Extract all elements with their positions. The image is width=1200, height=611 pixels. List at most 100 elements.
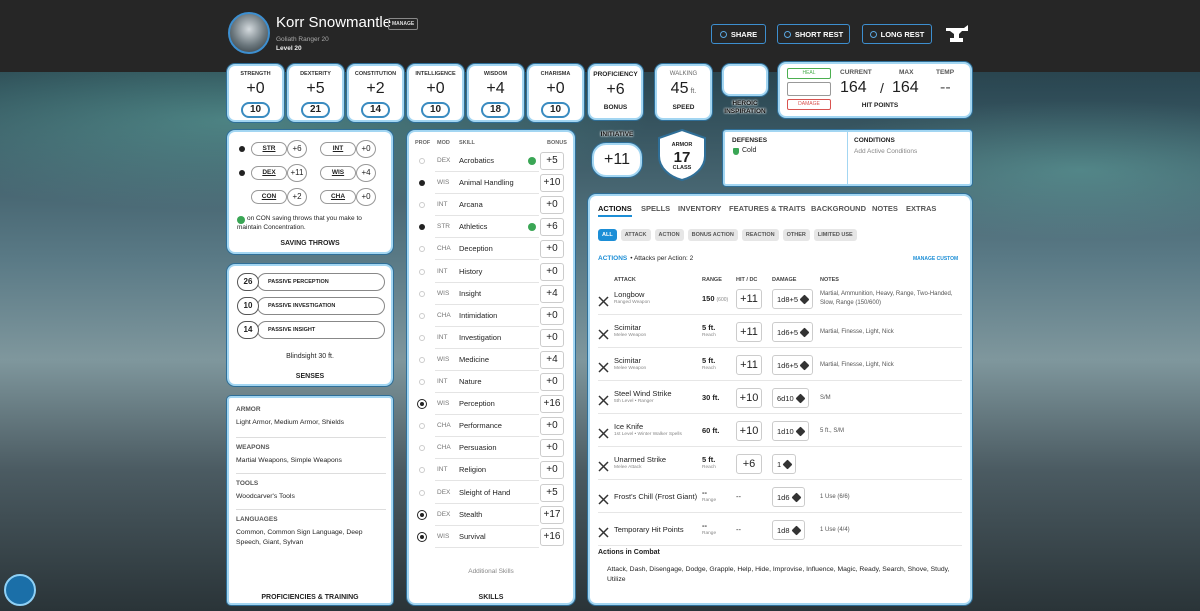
filter[interactable]: ATTACK [620, 229, 651, 241]
skill-bonus[interactable]: +4 [540, 350, 564, 369]
prof-expert-dot [420, 512, 424, 517]
action-damage[interactable]: 1d10 [772, 421, 809, 441]
skill-name: History [459, 266, 483, 276]
character-level: Level 20 [276, 45, 302, 52]
conditions-placeholder[interactable]: Add Active Conditions [854, 148, 918, 155]
additional-skills[interactable]: Additional Skills [468, 568, 514, 575]
skill-mod: CHA [437, 311, 451, 319]
skill-bonus[interactable]: +0 [540, 439, 564, 458]
action-range-row: 5 ft. [702, 455, 715, 464]
header-button[interactable]: SHARE [711, 24, 766, 44]
divider [598, 413, 962, 414]
filter[interactable]: ALL [598, 229, 617, 241]
skill-bonus[interactable]: +0 [540, 417, 564, 436]
action-name[interactable]: Frost's Chill (Frost Giant) [614, 492, 698, 501]
filter[interactable]: REACTION [741, 229, 779, 241]
heal-button[interactable]: HEAL [787, 68, 831, 79]
tab[interactable]: NOTES [872, 204, 898, 213]
tab[interactable]: EXTRAS [906, 204, 937, 213]
action-name[interactable]: Temporary Hit Points [614, 525, 684, 534]
action-name[interactable]: Steel Wind Strike [614, 389, 672, 398]
action-hit[interactable]: +10 [736, 388, 762, 408]
action-name[interactable]: Longbow [614, 290, 645, 299]
defenses-label: DEFENSES [732, 137, 768, 144]
skill-bonus[interactable]: +0 [540, 461, 564, 480]
damage-button[interactable]: DAMAGE [787, 99, 831, 110]
settings-icon[interactable] [944, 22, 970, 44]
skill-mod: INT [437, 378, 448, 385]
tab[interactable]: ACTIONS [598, 204, 632, 217]
filter[interactable]: ACTION [654, 229, 684, 241]
action-name[interactable]: Scimitar [614, 356, 642, 365]
damage-type-icon [782, 459, 793, 469]
action-damage[interactable]: 1d8 [772, 520, 805, 540]
action-name[interactable]: Ice Knife [614, 422, 644, 431]
action-name[interactable]: Scimitar [614, 323, 642, 332]
action-icon [598, 426, 609, 439]
tab[interactable]: INVENTORY [678, 204, 722, 213]
skill-name: Investigation [459, 332, 502, 342]
action-hit[interactable]: +6 [736, 454, 762, 474]
action-hit[interactable]: +10 [736, 421, 762, 441]
proficiency-text: Light Armor, Medium Armor, Shields [236, 419, 345, 426]
tab[interactable]: SPELLS [641, 204, 671, 213]
ability-box: CONSTITUTION +2 14 [347, 64, 404, 122]
skill-bonus[interactable]: +6 [540, 218, 564, 237]
tab[interactable]: FEATURES & TRAITS [729, 204, 806, 213]
dice-button[interactable] [4, 574, 36, 606]
ability-name: WISDOM [483, 71, 508, 77]
skill-bonus[interactable]: +0 [540, 196, 564, 215]
action-range-sub: Range [702, 531, 717, 536]
divider [435, 259, 539, 261]
action-damage[interactable]: 1d6+5 [772, 355, 814, 375]
action-hit[interactable]: +11 [736, 322, 762, 342]
ability-box: INTELLIGENCE +0 10 [407, 64, 464, 122]
hp-input[interactable] [787, 82, 831, 96]
skill-bonus[interactable]: +16 [540, 527, 564, 546]
button-label: SHARE [730, 29, 758, 39]
action-hit[interactable]: +11 [736, 289, 762, 309]
defense-item: Cold [742, 147, 757, 154]
manage-button[interactable]: MANAGE [388, 18, 419, 30]
action-hit[interactable]: +11 [736, 355, 762, 375]
action-name[interactable]: Unarmed Strike [614, 455, 667, 464]
skill-bonus[interactable]: +0 [540, 328, 564, 347]
skill-bonus[interactable]: +5 [540, 483, 564, 502]
manage-custom[interactable]: MANAGE CUSTOM [913, 256, 959, 262]
skill-bonus[interactable]: +17 [540, 505, 564, 524]
save-bonus: +11 [287, 164, 307, 182]
header-button[interactable]: LONG REST [862, 24, 932, 44]
filter[interactable]: LIMITED USE [813, 229, 857, 241]
inspiration-toggle[interactable] [722, 64, 768, 96]
skill-bonus[interactable]: +0 [540, 240, 564, 259]
prof-empty [419, 379, 425, 385]
skill-bonus[interactable]: +10 [540, 174, 564, 193]
action-damage[interactable]: 1d8+5 [772, 289, 814, 309]
filter[interactable]: OTHER [782, 229, 810, 241]
shield-shape [658, 128, 706, 182]
filter[interactable]: BONUS ACTION [687, 229, 738, 241]
divider [598, 545, 962, 546]
saving-throws-panel: STR +6 DEX +11 CON +2 INT +0 WIS +4 CHA +0 on CON sa… [227, 130, 393, 254]
damage-text: 1 [777, 459, 782, 469]
skill-bonus[interactable]: +16 [540, 395, 564, 414]
tab[interactable]: BACKGROUND [811, 204, 866, 213]
skill-mod: WIS [437, 400, 450, 408]
action-damage[interactable]: 6d10 [772, 388, 809, 408]
skill-bonus[interactable]: +0 [540, 373, 564, 391]
skill-bonus[interactable]: +0 [540, 262, 564, 281]
skill-bonus[interactable]: +5 [540, 152, 564, 170]
divider [598, 347, 962, 348]
save-ability: DEX [251, 166, 287, 180]
skill-mod: INT [437, 333, 448, 341]
skill-bonus[interactable]: +4 [540, 284, 564, 303]
action-damage[interactable]: 1d6+5 [772, 322, 814, 342]
header-button[interactable]: SHORT REST [777, 24, 850, 44]
skill-bonus[interactable]: +0 [540, 306, 564, 325]
passive-pill: PASSIVE PERCEPTION [257, 273, 385, 291]
damage-type-icon [791, 525, 801, 535]
prof-empty [419, 312, 425, 319]
action-damage[interactable]: 1d6 [772, 487, 805, 507]
save-bonus: +6 [287, 140, 307, 158]
action-damage[interactable]: 1 [772, 454, 797, 474]
